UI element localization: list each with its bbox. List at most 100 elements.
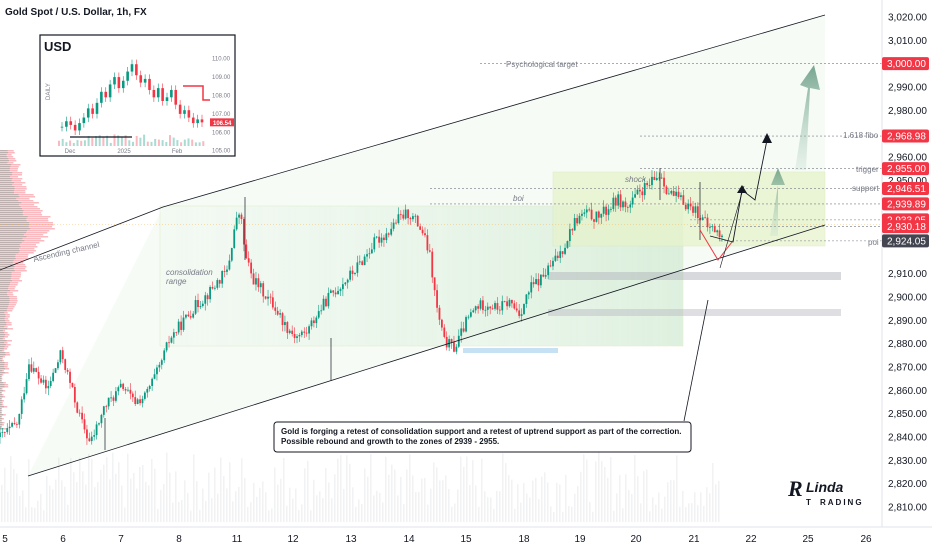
volume-profile-bar [0, 296, 17, 298]
inset-candle-body [65, 121, 68, 127]
inset-price-tick: 107.00 [212, 112, 231, 118]
candle-body [602, 206, 605, 214]
candle-body [8, 426, 11, 429]
volume-bar [526, 493, 528, 522]
volume-bar [103, 464, 105, 522]
candle-body [49, 380, 52, 386]
candle-body [322, 298, 325, 311]
volume-bar [514, 508, 516, 522]
volume-profile-bar-up [0, 274, 12, 276]
price-tag-label: 2,946.51 [887, 184, 926, 195]
candle-body [284, 322, 286, 326]
volume-bar [349, 463, 351, 522]
candle-body [554, 255, 557, 261]
volume-profile-bar [0, 394, 4, 396]
volume-profile-bar-up [0, 336, 5, 338]
candle-body [626, 207, 629, 208]
candle-body [182, 317, 185, 330]
volume-profile-bar [0, 360, 4, 362]
volume-bar [4, 467, 6, 522]
volume-bar [472, 460, 474, 522]
volume-profile-bar-up [0, 322, 7, 324]
volume-bar [172, 502, 174, 522]
volume-profile-bar-up [0, 168, 10, 170]
price-tick-label: 2,870.00 [888, 363, 927, 374]
volume-bar [187, 493, 189, 522]
volume-profile-bar-up [0, 334, 6, 336]
candle-body [127, 389, 129, 391]
volume-profile-bar [0, 424, 4, 426]
volume-profile-bar [0, 420, 2, 422]
volume-bar [157, 508, 159, 522]
volume-profile-bar-up [0, 222, 30, 224]
inset-volume-bar [83, 140, 86, 146]
imbalance-zone-1 [548, 272, 841, 280]
candle-body [539, 274, 542, 286]
volume-profile-bar-up [0, 396, 3, 398]
volume-bar [367, 476, 369, 522]
candle-body [23, 393, 26, 400]
candle-body [233, 229, 236, 249]
volume-bar [31, 507, 33, 522]
candle-body [281, 313, 284, 326]
volume-bar [1, 484, 3, 522]
volume-bar [106, 457, 108, 522]
time-tick-label: 5 [2, 534, 8, 545]
consolidation-label-2: range [166, 277, 187, 286]
volume-profile-bar [0, 352, 10, 354]
volume-profile-bar [0, 390, 6, 392]
price-tick-label: 2,960.00 [888, 153, 927, 164]
volume-bar [592, 511, 594, 522]
candle-body [617, 194, 620, 206]
candle-body [136, 399, 139, 405]
volume-bar [301, 504, 303, 522]
volume-bar [601, 461, 603, 522]
volume-bar [115, 473, 117, 522]
inset-volume-bar [128, 140, 131, 146]
volume-profile-bar-up [0, 194, 19, 196]
volume-profile-bar [0, 188, 27, 190]
volume-bar [355, 506, 357, 522]
candle-body [334, 292, 337, 295]
candle-body [696, 206, 699, 218]
candle-body [397, 214, 400, 224]
volume-profile-bar-up [0, 220, 27, 222]
time-tick-label: 13 [345, 534, 357, 545]
forecast-arrow-2 [762, 133, 772, 143]
candle-body [595, 211, 598, 222]
volume-profile-bar-up [0, 384, 5, 386]
volume-bar [190, 510, 192, 522]
volume-bar [136, 488, 138, 522]
candle-body [477, 306, 480, 309]
volume-bar [478, 506, 480, 522]
candle-body [583, 212, 586, 214]
volume-profile-bar [0, 396, 6, 398]
volume-profile-bar [0, 324, 12, 326]
inset-volume-bar [117, 135, 120, 146]
volume-bar [112, 452, 114, 522]
candle-body [578, 215, 581, 224]
poi-label: poi [868, 238, 879, 247]
volume-bar [130, 478, 132, 522]
volume-bar [370, 454, 372, 522]
volume-profile-bar-up [0, 294, 8, 296]
candle-body [86, 429, 88, 439]
volume-profile-bar-up [0, 176, 10, 178]
candle-body [358, 261, 361, 263]
volume-profile-bar [0, 406, 8, 408]
candle-body [568, 229, 571, 242]
candle-body [392, 222, 395, 229]
volume-profile-bar [0, 292, 13, 294]
candle-body [185, 314, 187, 318]
inset-volume-bar [61, 138, 64, 146]
candle-body [262, 283, 265, 297]
time-tick-label: 22 [745, 534, 757, 545]
volume-profile-bar-up [0, 330, 3, 332]
volume-bar [178, 501, 180, 522]
candle-body [180, 321, 183, 330]
volume-bar [448, 488, 450, 522]
candle-body [110, 397, 112, 399]
candle-body [363, 256, 366, 265]
volume-bar [358, 499, 360, 522]
volume-bar [181, 499, 183, 522]
